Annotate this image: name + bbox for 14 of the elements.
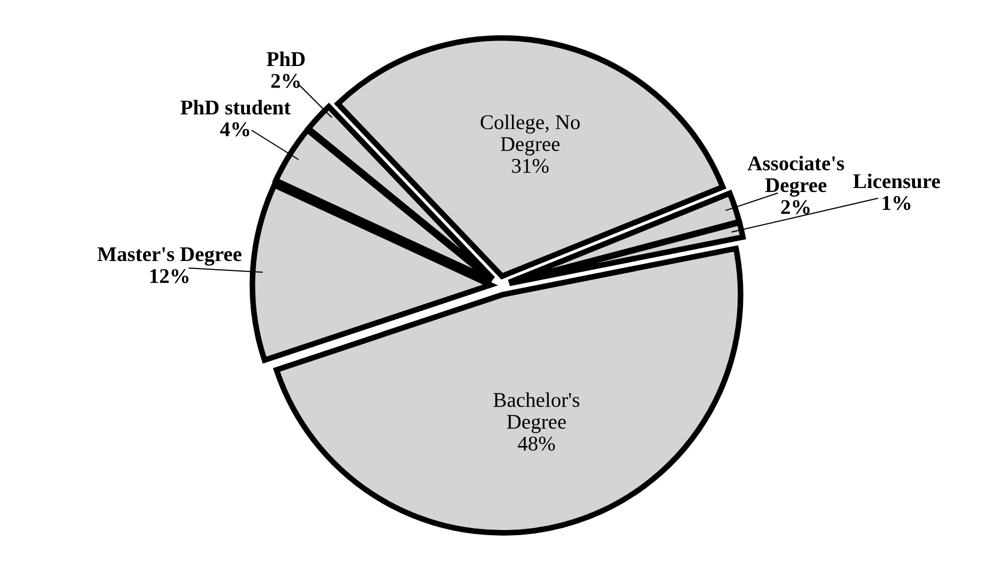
slice-label: Licensure — [853, 174, 940, 188]
data-label: 12% — [150, 269, 188, 284]
data-label: 2% — [781, 200, 810, 214]
slice-label: College, No Degree — [480, 114, 580, 156]
data-label: 1% — [882, 196, 910, 210]
data-label: 48% — [518, 436, 555, 451]
data-label: 31% — [512, 158, 549, 173]
data-label: 4% — [220, 122, 250, 136]
slice-label: PhD — [266, 51, 305, 66]
slice-label: Master's Degree — [98, 247, 242, 266]
data-label: 2% — [271, 74, 300, 88]
slice-label: Bachelor's Degree — [494, 392, 580, 434]
slice-label: Associate's Degree — [748, 156, 844, 197]
slice-label: PhD student — [180, 100, 291, 115]
